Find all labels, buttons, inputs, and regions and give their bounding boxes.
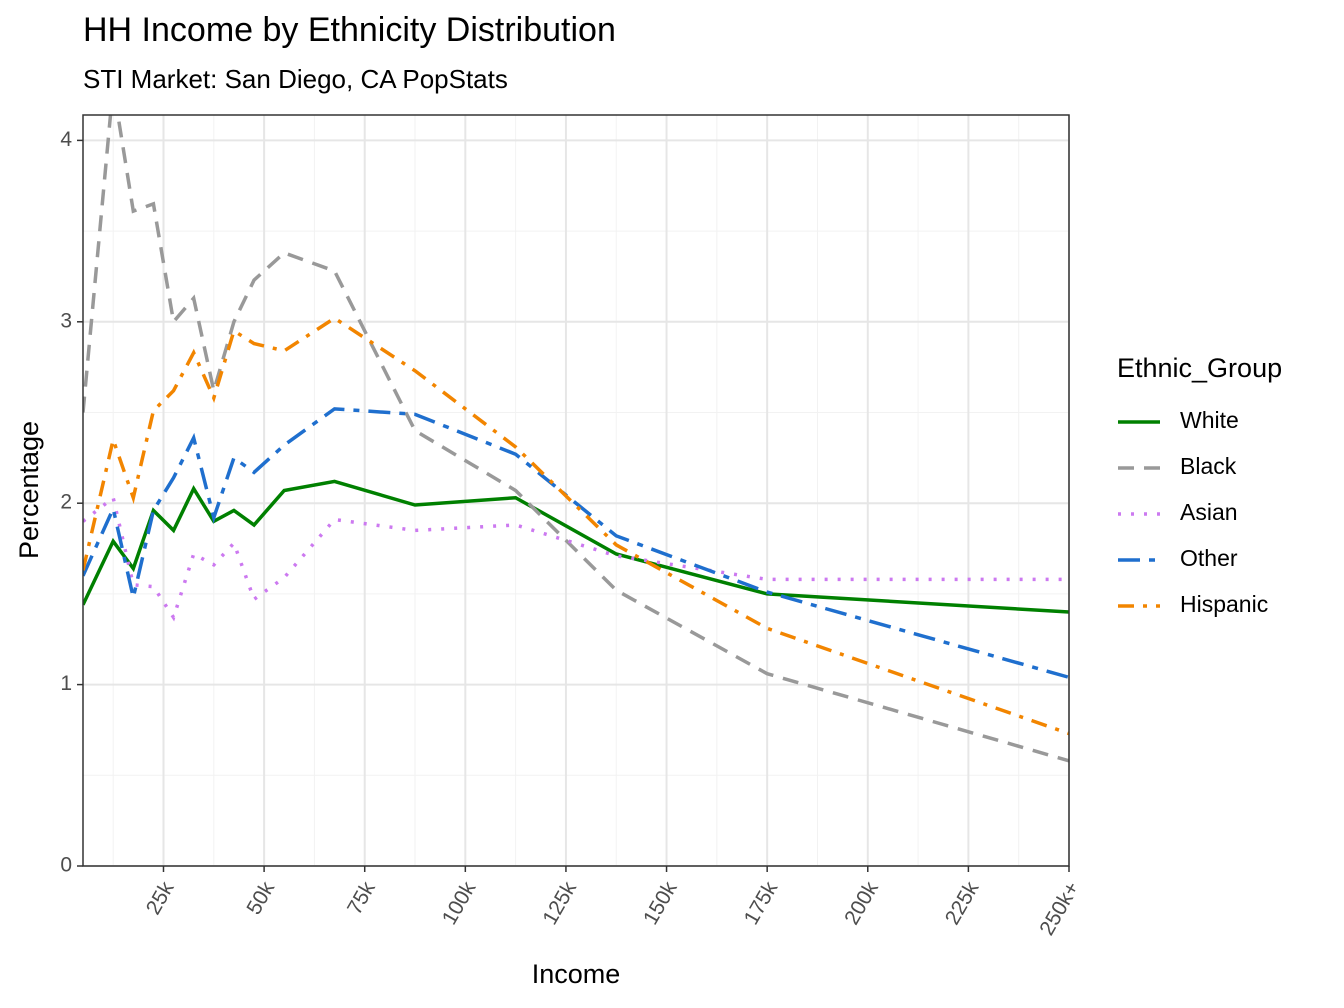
- y-tick-label: 2: [60, 491, 72, 514]
- series-line: [83, 479, 1069, 614]
- series-line: [83, 407, 1069, 680]
- series-line: [83, 494, 1069, 622]
- y-tick-label: 0: [60, 854, 72, 877]
- chart-subtitle: STI Market: San Diego, CA PopStats: [83, 64, 508, 94]
- legend-title: Ethnic_Group: [1117, 353, 1282, 383]
- series-line: [83, 316, 1069, 736]
- legend-label: Black: [1180, 453, 1237, 479]
- y-tick-label: 3: [60, 309, 72, 332]
- x-axis-title: Income: [532, 959, 621, 989]
- y-tick-label: 1: [60, 672, 72, 695]
- x-tick-label: 25k: [142, 877, 179, 918]
- x-tick-label: 150k: [639, 877, 682, 928]
- series-line: [83, 115, 1069, 763]
- legend-label: Asian: [1180, 499, 1238, 525]
- x-tick-label: 225k: [941, 877, 984, 928]
- legend-label: White: [1180, 407, 1239, 433]
- x-tick-label: 75k: [343, 877, 380, 918]
- legend-label: Other: [1180, 545, 1238, 571]
- x-tick-label: 125k: [538, 877, 581, 928]
- x-tick-label: 200k: [840, 877, 883, 928]
- x-tick-label: 100k: [438, 877, 481, 928]
- grid: [83, 115, 1070, 867]
- x-tick-label: 250k+: [1035, 878, 1084, 940]
- legend-label: Hispanic: [1180, 591, 1268, 617]
- y-axis-title: Percentage: [14, 421, 44, 559]
- x-tick-label: 175k: [740, 877, 783, 928]
- x-tick-label: 50k: [242, 877, 279, 918]
- y-tick-label: 4: [60, 128, 72, 151]
- panel-border: [82, 114, 1070, 867]
- plot-lines: [83, 115, 1069, 763]
- chart-title: HH Income by Ethnicity Distribution: [83, 11, 616, 49]
